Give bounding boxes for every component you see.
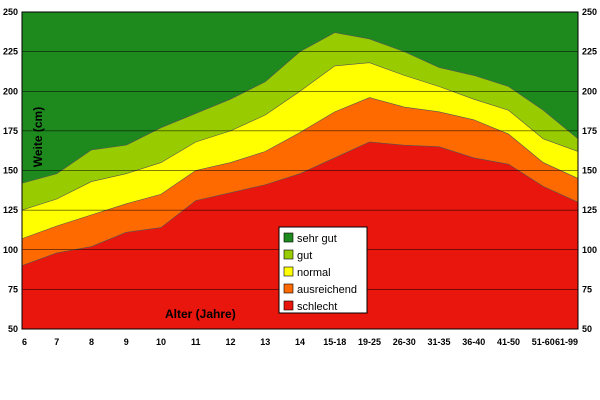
y-tick-label-right: 225 (582, 47, 597, 57)
x-tick-label: 7 (54, 337, 59, 347)
legend-label: gut (297, 250, 312, 262)
y-tick-label-left: 200 (3, 86, 18, 96)
y-tick-label-right: 50 (582, 324, 592, 334)
y-axis-left: 50 75 100 125 150 175 200 225 250 (3, 7, 18, 334)
legend: sehr gut gut normal ausreichend schlecht (278, 226, 368, 314)
y-tick-label-right: 75 (582, 284, 592, 294)
x-tick-label: 51-60 (532, 337, 555, 347)
y-tick-label-left: 250 (3, 7, 18, 17)
y-tick-label-right: 100 (582, 245, 597, 255)
x-tick-label: 41-50 (497, 337, 520, 347)
legend-swatch (283, 249, 294, 260)
x-axis: 6 7 8 9 10 11 12 13 14 15-18 19-25 26-30 31-35 36-40 4… (22, 337, 578, 347)
legend-label: schlecht (297, 301, 337, 313)
y-tick-label-left: 225 (3, 47, 18, 57)
y-axis-right: 50 75 100 125 150 175 200 225 250 (582, 7, 597, 334)
legend-swatch (283, 266, 294, 277)
legend-label: sehr gut (297, 233, 337, 245)
x-tick-label: 13 (260, 337, 270, 347)
y-tick-label-right: 200 (582, 86, 597, 96)
legend-swatch (283, 283, 294, 294)
x-tick-label: 11 (191, 337, 201, 347)
x-tick-label: 14 (295, 337, 305, 347)
y-tick-label-left: 175 (3, 126, 18, 136)
x-tick-label: 15-18 (323, 337, 346, 347)
y-tick-label-left: 125 (3, 205, 18, 215)
legend-label: ausreichend (297, 284, 357, 296)
x-tick-label: 9 (124, 337, 129, 347)
x-tick-label: 8 (89, 337, 94, 347)
y-tick-label-left: 100 (3, 245, 18, 255)
y-tick-label-left: 75 (8, 284, 18, 294)
x-tick-label: 19-25 (358, 337, 381, 347)
y-tick-label-left: 50 (8, 324, 18, 334)
legend-swatch (283, 232, 294, 243)
legend-label: normal (297, 267, 331, 279)
x-tick-label: 6 (22, 337, 27, 347)
y-tick-label-right: 125 (582, 205, 597, 215)
x-tick-label: 26-30 (393, 337, 416, 347)
plot-frame (21, 11, 579, 330)
y-axis-title: Weite (cm) (31, 107, 45, 167)
y-tick-label-left: 150 (3, 166, 18, 176)
x-tick-label: 12 (225, 337, 235, 347)
legend-box (278, 226, 368, 314)
x-tick-label: 31-35 (427, 337, 450, 347)
y-tick-label-right: 175 (582, 126, 597, 136)
x-axis-title: Alter (Jahre) (165, 307, 236, 321)
x-tick-label: 10 (156, 337, 166, 347)
x-tick-label: 36-40 (462, 337, 485, 347)
legend-swatch (283, 300, 294, 311)
x-tick-label: 61-99 (555, 337, 578, 347)
y-tick-label-right: 150 (582, 166, 597, 176)
y-tick-label-right: 250 (582, 7, 597, 17)
